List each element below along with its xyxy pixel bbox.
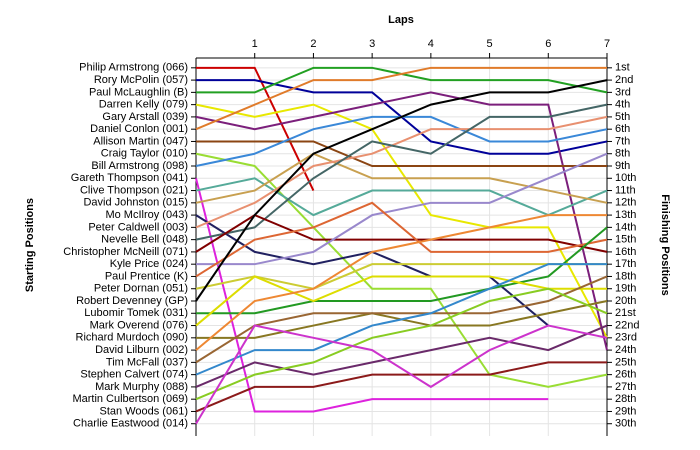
x-tick-label: 4 <box>428 38 434 50</box>
y2-tick-label: 12th <box>615 197 636 209</box>
series-line <box>195 275 607 327</box>
series-label: Stan Woods (061) <box>100 405 188 417</box>
y2-tick-label: 14th <box>615 221 636 233</box>
y2-tick-label: 27th <box>615 381 636 393</box>
x-tick-label: 5 <box>487 38 493 50</box>
y2-tick-label: 11th <box>615 184 636 196</box>
series-label: Robert Devenney (GP) <box>76 295 188 307</box>
y2-tick-label: 26th <box>615 369 636 381</box>
y2-tick-label: 30th <box>615 418 636 430</box>
series-line <box>196 66 315 191</box>
y2-tick-label: 2nd <box>615 74 633 86</box>
series-label: Charlie Eastwood (014) <box>73 418 188 430</box>
y2-tick-label: 28th <box>615 393 636 405</box>
series-label: Peter Caldwell (003) <box>88 221 188 233</box>
y-axis-label: Starting Positions <box>24 198 36 292</box>
y2-tick-label: 21st <box>615 307 636 319</box>
series-label: Philip Armstrong (066) <box>79 62 188 74</box>
series-line <box>195 178 549 413</box>
series-label: Mo McIlroy (043) <box>105 209 188 221</box>
series-label: Rory McPolin (057) <box>94 74 188 86</box>
y2-tick-label: 20th <box>615 295 636 307</box>
y2-tick-label: 24th <box>615 344 636 356</box>
series-label: Lubomir Tomek (031) <box>84 307 188 319</box>
series-line <box>196 152 608 266</box>
y2-tick-label: 18th <box>615 270 636 282</box>
series-label: Darren Kelly (079) <box>99 99 188 111</box>
y2-tick-label: 13th <box>615 209 636 221</box>
series-line <box>195 324 608 425</box>
series-label: Martin Culbertson (069) <box>72 393 188 405</box>
series-line <box>195 214 607 351</box>
series-label: David Johnston (015) <box>83 197 188 209</box>
series-label: Clive Thompson (021) <box>80 184 188 196</box>
series-label: Peter Dornan (051) <box>94 283 188 295</box>
series-label: David Lilburn (002) <box>95 344 188 356</box>
y2-tick-label: 3rd <box>615 86 631 98</box>
y2-tick-label: 5th <box>615 111 630 123</box>
series-label: Nevelle Bell (048) <box>101 234 188 246</box>
series-line <box>195 213 608 253</box>
y2-tick-label: 1st <box>615 62 630 74</box>
series-label: Mark Overend (076) <box>90 319 188 331</box>
y2-tick-label: 22nd <box>615 319 639 331</box>
series-label: Stephen Calvert (074) <box>80 369 188 381</box>
series-label: Richard Murdoch (090) <box>76 332 189 344</box>
series-line <box>195 324 608 388</box>
y2-tick-label: 23rd <box>615 332 637 344</box>
series-line <box>195 361 607 413</box>
series-line <box>196 226 608 315</box>
series-line <box>195 201 608 278</box>
chart-title: Laps <box>388 14 414 26</box>
y2-tick-label: 17th <box>615 258 636 270</box>
series-line <box>195 263 607 290</box>
y2-tick-label: 29th <box>615 405 636 417</box>
series-line <box>195 115 608 229</box>
series-label: Christopher McNeill (071) <box>63 246 188 258</box>
y2-tick-label: 6th <box>615 123 630 135</box>
y2-tick-label: 16th <box>615 246 636 258</box>
y2-tick-label: 8th <box>615 148 630 160</box>
series-line <box>195 263 607 376</box>
y2-tick-label: 7th <box>615 135 630 147</box>
y2-tick-label: 19th <box>615 283 636 295</box>
series-line <box>195 152 608 388</box>
series-line <box>195 66 607 131</box>
series-label: Mark Murphy (088) <box>95 381 188 393</box>
series-label: Tim McFall (037) <box>106 356 188 368</box>
y2-tick-label: 15th <box>615 234 636 246</box>
series-label: Bill Armstrong (098) <box>91 160 188 172</box>
x-tick-label: 2 <box>310 38 316 50</box>
series-line <box>195 287 608 401</box>
x-tick-label: 6 <box>545 38 551 50</box>
y2-axis-label: Finishing Positions <box>659 194 671 295</box>
x-tick-label: 1 <box>252 38 258 50</box>
y2-tick-label: 25th <box>615 356 636 368</box>
series-label: Daniel Conlon (001) <box>90 123 188 135</box>
series-label: Gareth Thompson (041) <box>71 172 188 184</box>
series-line <box>195 79 608 302</box>
series-line <box>196 140 607 167</box>
series-line <box>195 103 608 339</box>
series-line <box>195 152 608 204</box>
series-label: Gary Arstall (039) <box>102 111 188 123</box>
y2-tick-label: 10th <box>615 172 636 184</box>
y2-tick-label: 9th <box>615 160 630 172</box>
series-line <box>195 275 608 364</box>
y2-tick-label: 4th <box>615 99 630 111</box>
series-line <box>195 91 608 351</box>
x-tick-label: 7 <box>604 38 610 50</box>
series-label: Kyle Price (024) <box>110 258 188 270</box>
x-tick-label: 3 <box>369 38 375 50</box>
series-label: Allison Martin (047) <box>93 135 188 147</box>
series-label: Paul Prentice (K) <box>105 270 188 282</box>
series-label: Paul McLaughlin (B) <box>89 86 188 98</box>
series-label: Craig Taylor (010) <box>101 148 188 160</box>
